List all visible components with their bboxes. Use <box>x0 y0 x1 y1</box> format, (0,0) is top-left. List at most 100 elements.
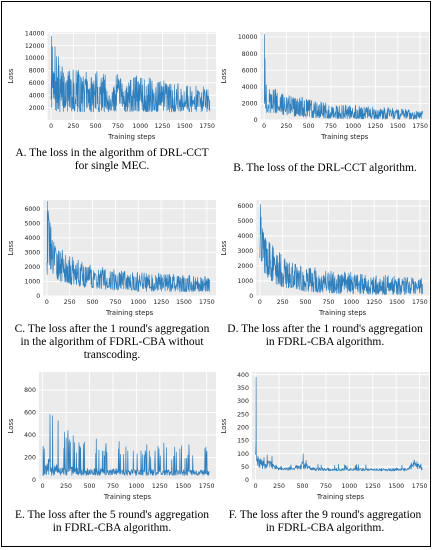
y-tick-label: 2000 <box>242 101 258 108</box>
x-tick-label: 0 <box>41 483 45 490</box>
caption-a-line-1: A. The loss in the algorithm of DRL-CCT <box>15 147 209 159</box>
y-tick-label: 250 <box>237 411 249 418</box>
plot-area <box>251 372 429 480</box>
loss-series-line <box>42 414 210 476</box>
x-tick-label: 750 <box>325 123 337 130</box>
x-tick-label: 250 <box>60 483 72 490</box>
y-tick-label: 6000 <box>242 67 258 74</box>
x-tick-label: 750 <box>320 483 332 490</box>
caption-e: E. The loss after the 5 round's aggregat… <box>6 509 218 535</box>
chart-b: 0 250 500 750 1000 1250 1500 1750 0 2000 4000 6000 8… <box>220 32 429 141</box>
y-tick-label: 100 <box>237 451 249 458</box>
y-tick-label: 150 <box>237 438 249 445</box>
y-tick-label: 6000 <box>24 206 40 213</box>
chart-d: 0 250 500 750 1000 1250 1500 1750 0 1000 2000 3000 4… <box>220 200 429 317</box>
x-tick-label: 1250 <box>368 123 384 130</box>
x-tick-label: 1250 <box>153 299 169 306</box>
caption-c: C. The loss after the 1 round's aggregat… <box>6 323 218 362</box>
panel-b: 0 250 500 750 1000 1250 1500 1750 0 2000 4000 6000 8… <box>219 30 433 142</box>
y-tick-label: 2000 <box>29 105 45 112</box>
x-tick-label: 250 <box>277 299 289 306</box>
x-tick-label: 1750 <box>412 483 428 490</box>
caption-f: F. The loss after the 9 round's aggregat… <box>219 509 431 535</box>
y-axis-label: Loss <box>7 68 15 83</box>
x-tick-label: 750 <box>323 299 335 306</box>
x-tick-label: 250 <box>280 123 292 130</box>
caption-f-line-2: in FDRL-CBA algorithm. <box>265 522 385 534</box>
y-tick-label: 10000 <box>25 55 45 62</box>
x-tick-label: 1250 <box>155 123 171 130</box>
y-axis-label: Loss <box>220 240 228 255</box>
y-tick-label: 2000 <box>237 263 253 270</box>
panel-e: 0 250 500 750 1000 1250 1500 1750 0 200 400 600 800 T… <box>6 370 220 502</box>
y-tick-label: 0 <box>249 293 253 300</box>
x-tick-label: 500 <box>90 123 102 130</box>
y-tick-label: 2000 <box>24 264 40 271</box>
x-tick-label: 500 <box>297 483 309 490</box>
y-tick-label: 0 <box>36 293 40 300</box>
y-tick-label: 1000 <box>24 279 40 286</box>
y-tick-label: 1000 <box>237 278 253 285</box>
x-tick-label: 1500 <box>389 299 405 306</box>
y-tick-label: 4000 <box>24 235 40 242</box>
y-tick-label: 10000 <box>238 34 258 41</box>
x-tick-label: 1500 <box>176 299 192 306</box>
loss-series-line <box>255 376 423 472</box>
loss-series-line <box>263 34 424 120</box>
y-tick-label: 8000 <box>242 51 258 58</box>
y-tick-label: 400 <box>237 372 249 379</box>
panel-d: 0 250 500 750 1000 1250 1500 1750 0 1000 2000 3000 4… <box>219 198 433 318</box>
x-tick-label: 0 <box>254 483 258 490</box>
y-tick-label: 12000 <box>25 43 45 50</box>
x-tick-label: 0 <box>262 123 266 130</box>
y-tick-label: 4000 <box>237 233 253 240</box>
x-tick-label: 1500 <box>177 123 193 130</box>
chart-f: 0 250 500 750 1000 1250 1500 1750 0 50 100 150 200 25… <box>220 372 429 501</box>
caption-b: B. The loss of the DRL-CCT algorithm. <box>219 162 431 175</box>
x-tick-label: 1000 <box>341 483 357 490</box>
y-tick-label: 200 <box>24 455 36 462</box>
y-axis-label: Loss <box>220 418 228 433</box>
x-tick-label: 500 <box>87 299 99 306</box>
x-tick-label: 250 <box>273 483 285 490</box>
caption-c-line-3: transcoding. <box>83 349 141 361</box>
x-tick-label: 1000 <box>128 483 144 490</box>
x-axis-label: Training steps <box>320 133 369 141</box>
y-tick-label: 0 <box>32 477 36 484</box>
y-axis-label: Loss <box>7 418 15 433</box>
x-tick-label: 0 <box>258 299 262 306</box>
x-tick-label: 1250 <box>365 483 381 490</box>
x-tick-label: 1750 <box>199 299 215 306</box>
x-axis-label: Training steps <box>316 493 365 501</box>
caption-e-line-1: E. The loss after the 5 round's aggregat… <box>14 509 210 521</box>
x-axis-label: Training steps <box>318 309 367 317</box>
caption-c-line-1: C. The loss after the 1 round's aggregat… <box>14 323 210 335</box>
x-tick-label: 250 <box>67 123 79 130</box>
panel-f: 0 250 500 750 1000 1250 1500 1750 0 50 100 150 200 25… <box>219 370 433 502</box>
caption-d: D. The loss after the 1 round's aggregat… <box>219 323 431 349</box>
y-tick-label: 5000 <box>237 218 253 225</box>
caption-b-line-1: B. The loss of the DRL-CCT algorithm. <box>233 162 417 174</box>
y-tick-label: 4000 <box>242 84 258 91</box>
y-tick-label: 6000 <box>29 80 45 87</box>
caption-a-line-2: for single MEC. <box>74 160 150 172</box>
x-tick-label: 1750 <box>199 483 215 490</box>
y-tick-label: 600 <box>24 410 36 417</box>
y-tick-label: 0 <box>254 117 258 124</box>
loss-series-line <box>46 201 210 292</box>
x-tick-label: 750 <box>112 123 124 130</box>
y-tick-label: 50 <box>241 464 249 471</box>
y-tick-label: 4000 <box>29 92 45 99</box>
y-tick-label: 400 <box>24 432 36 439</box>
y-axis-label: Loss <box>7 240 15 255</box>
y-tick-label: 350 <box>237 385 249 392</box>
x-tick-label: 1000 <box>343 299 359 306</box>
x-axis-label: Training steps <box>103 493 152 501</box>
x-tick-label: 0 <box>45 299 49 306</box>
x-tick-label: 1000 <box>132 123 148 130</box>
y-tick-label: 8000 <box>29 68 45 75</box>
x-tick-label: 1500 <box>388 483 404 490</box>
x-tick-label: 250 <box>64 299 76 306</box>
chart-a: 0 250 500 750 1000 1250 1500 1750 2000 4000 6000 80… <box>7 30 216 141</box>
x-axis-label: Training steps <box>105 309 154 317</box>
